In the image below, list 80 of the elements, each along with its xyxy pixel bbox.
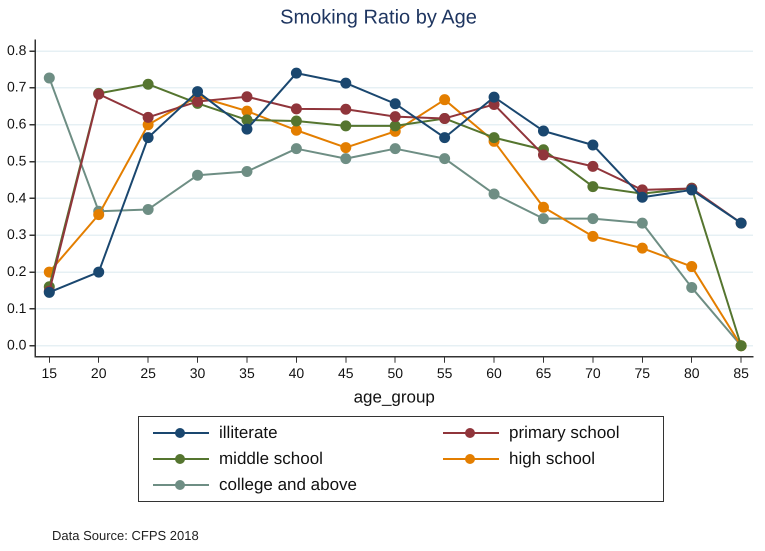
point xyxy=(439,94,450,106)
x-tick-label: 75 xyxy=(634,365,650,382)
y-tick-label: 0.2 xyxy=(6,262,27,279)
point xyxy=(142,78,154,90)
point xyxy=(192,86,204,98)
point xyxy=(241,114,252,126)
point xyxy=(538,149,549,160)
point xyxy=(340,104,352,115)
point xyxy=(340,78,352,89)
point xyxy=(587,181,598,192)
legend-label: middle school xyxy=(219,449,323,469)
x-tick-label: 70 xyxy=(585,365,601,382)
x-tick-label: 15 xyxy=(42,365,58,382)
point xyxy=(290,116,302,127)
point xyxy=(93,266,104,278)
source-note: Data Source: CFPS 2018 xyxy=(52,528,199,543)
y-tick-label: 0.6 xyxy=(6,116,27,132)
point xyxy=(439,153,450,164)
x-tick-label: 60 xyxy=(486,365,502,382)
y-tick-label: 0.1 xyxy=(6,300,27,316)
legend-label: primary school xyxy=(509,423,620,443)
point xyxy=(290,143,302,154)
point xyxy=(686,261,698,272)
point xyxy=(390,120,401,132)
point xyxy=(587,139,598,150)
point xyxy=(192,170,204,181)
point xyxy=(538,125,549,136)
point xyxy=(241,166,252,178)
y-tick-label: 0.5 xyxy=(6,152,27,168)
point xyxy=(488,92,500,103)
point xyxy=(241,91,252,102)
x-tick-label: 25 xyxy=(140,365,156,382)
x-tick-label: 80 xyxy=(684,365,700,382)
point xyxy=(390,143,401,154)
chart-title: Smoking Ratio by Age xyxy=(280,6,477,29)
point xyxy=(390,111,401,122)
point xyxy=(538,202,549,213)
point xyxy=(636,242,648,254)
point xyxy=(538,213,549,224)
point xyxy=(93,209,104,220)
x-tick-label: 40 xyxy=(288,365,304,382)
y-tick-label: 0.0 xyxy=(6,336,27,353)
point xyxy=(686,282,698,294)
y-tick-label: 0.8 xyxy=(6,42,27,58)
point xyxy=(636,218,648,229)
point xyxy=(587,160,598,172)
point xyxy=(290,68,302,79)
legend-label: illiterate xyxy=(219,423,278,443)
x-tick-label: 85 xyxy=(733,365,750,382)
point xyxy=(241,106,252,117)
x-tick-label: 55 xyxy=(436,365,453,382)
point xyxy=(142,132,154,144)
x-axis-title: age_group xyxy=(354,387,435,406)
point xyxy=(142,112,154,123)
x-tick-label: 45 xyxy=(338,365,354,382)
point xyxy=(488,132,500,144)
point xyxy=(390,98,401,110)
point xyxy=(636,192,648,203)
point xyxy=(142,204,154,215)
x-tick-label: 65 xyxy=(536,365,552,382)
legend-label: college and above xyxy=(219,475,358,495)
point xyxy=(340,153,352,164)
legend-label: high school xyxy=(509,449,596,469)
point xyxy=(44,72,55,84)
x-tick-label: 50 xyxy=(387,365,404,382)
y-tick-label: 0.4 xyxy=(6,189,27,206)
point xyxy=(241,124,252,135)
point xyxy=(587,230,598,242)
point xyxy=(587,213,598,224)
point xyxy=(290,124,302,136)
point xyxy=(340,142,352,154)
y-tick-label: 0.7 xyxy=(6,78,27,95)
point xyxy=(290,103,302,114)
point xyxy=(488,188,500,200)
point xyxy=(439,132,450,144)
x-tick-label: 20 xyxy=(90,365,107,382)
x-tick-label: 35 xyxy=(239,365,255,382)
point xyxy=(340,120,352,132)
x-tick-label: 30 xyxy=(190,365,206,382)
y-tick-label: 0.3 xyxy=(6,226,27,242)
